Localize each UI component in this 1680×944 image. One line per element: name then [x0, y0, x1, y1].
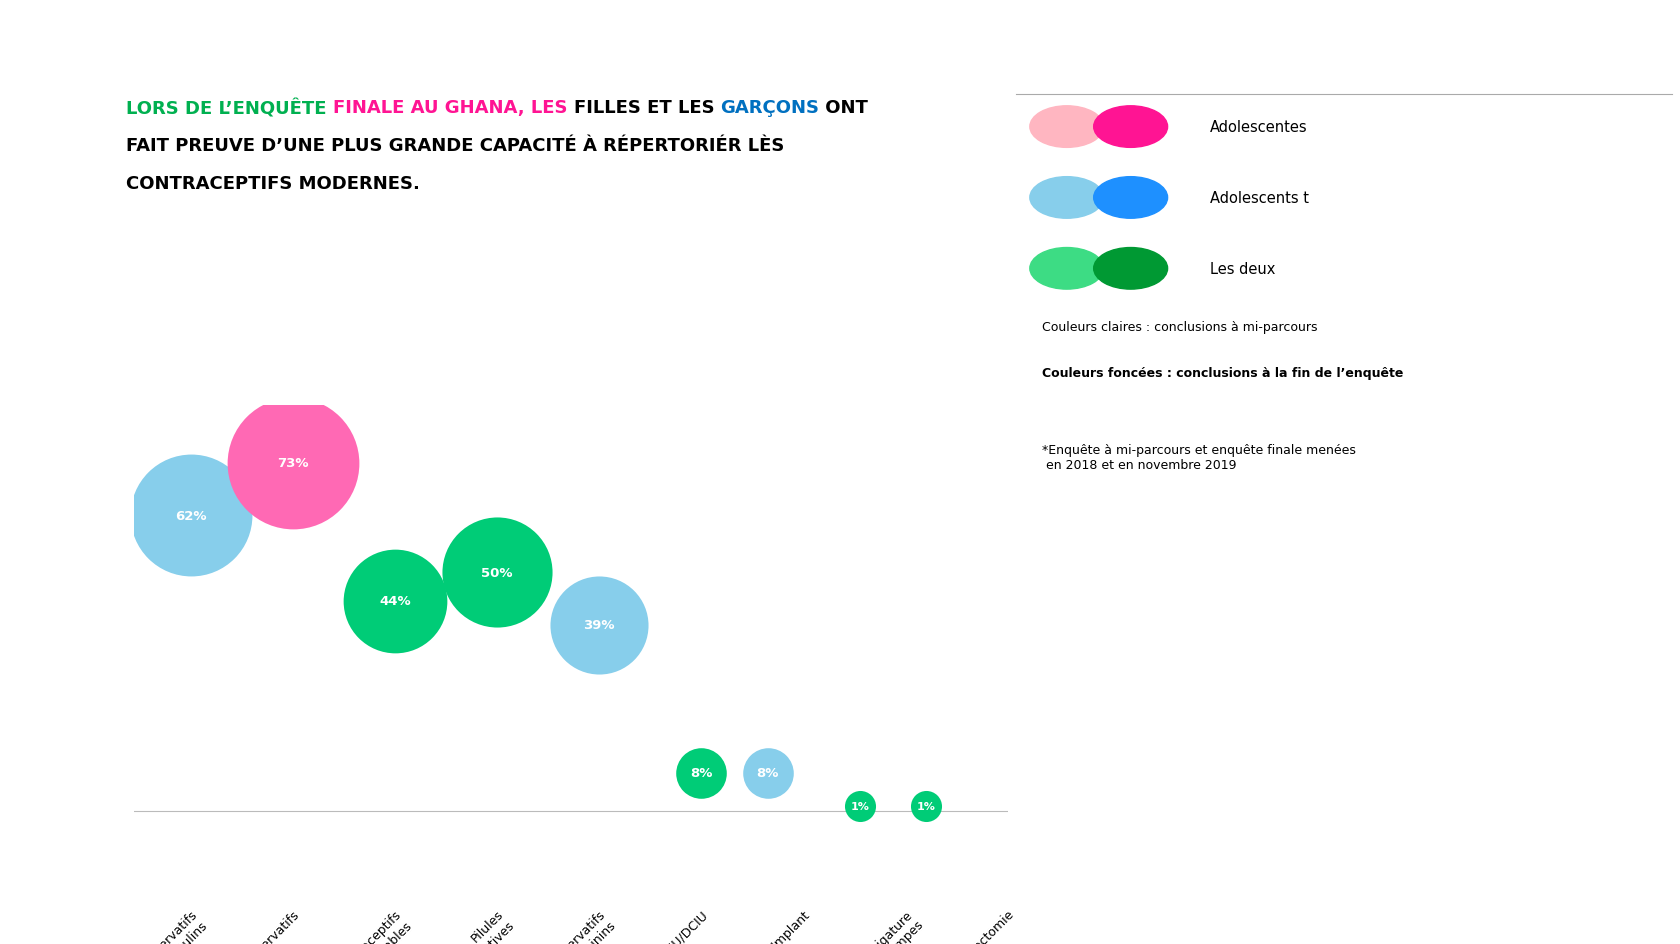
Point [912, 799, 939, 814]
Text: 1%: 1% [850, 801, 869, 811]
Point [586, 617, 613, 632]
Point [689, 766, 716, 781]
Point [847, 799, 874, 814]
Text: FILLES ET LES: FILLES ET LES [573, 99, 721, 117]
Text: Couleurs claires : conclusions à mi-parcours: Couleurs claires : conclusions à mi-parc… [1042, 321, 1317, 334]
Text: Couleurs foncées : conclusions à la fin de l’enquête: Couleurs foncées : conclusions à la fin … [1042, 366, 1403, 379]
Text: 1%: 1% [917, 801, 936, 811]
Text: 73%: 73% [277, 457, 309, 469]
Point [754, 766, 781, 781]
Text: FINALE AU GHANA, LES: FINALE AU GHANA, LES [333, 99, 573, 117]
Text: 8%: 8% [756, 767, 780, 780]
Text: LORS DE L’ENQUÊTE: LORS DE L’ENQUÊTE [126, 99, 333, 118]
Text: 39%: 39% [583, 618, 615, 632]
Text: Adolescentes: Adolescentes [1210, 120, 1307, 135]
Point [484, 565, 511, 581]
Text: CONTRACEPTIFS MODERNES.: CONTRACEPTIFS MODERNES. [126, 175, 420, 193]
Text: 50%: 50% [482, 566, 512, 580]
Point [279, 456, 306, 471]
Text: 62%: 62% [175, 509, 207, 522]
Text: GARÇONS: GARÇONS [721, 99, 820, 117]
Text: Adolescents t: Adolescents t [1210, 191, 1309, 206]
Text: 44%: 44% [380, 595, 410, 608]
Text: ONT: ONT [820, 99, 869, 117]
Point [176, 508, 203, 523]
Text: 8%: 8% [690, 767, 712, 780]
Text: FAIT PREUVE D’UNE PLUS GRANDE CAPACITÉ À RÉPERTORIÉR LÈS: FAIT PREUVE D’UNE PLUS GRANDE CAPACITÉ À… [126, 137, 785, 155]
Text: *Enquête à mi-parcours et enquête finale menées
 en 2018 et en novembre 2019: *Enquête à mi-parcours et enquête finale… [1042, 444, 1356, 472]
Point [381, 594, 408, 609]
Text: Les deux: Les deux [1210, 261, 1275, 277]
